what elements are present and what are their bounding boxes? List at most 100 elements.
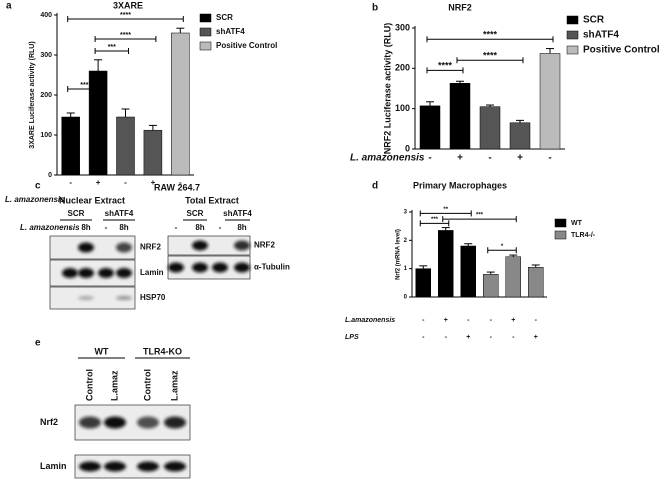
x-tick-label: - bbox=[490, 317, 493, 324]
lane-label: 8h bbox=[237, 223, 246, 232]
bar bbox=[116, 116, 135, 176]
band bbox=[116, 268, 132, 278]
legend-swatch bbox=[199, 13, 212, 23]
x-tick-label: - bbox=[535, 317, 538, 324]
legend-label: Positive Control bbox=[216, 41, 277, 50]
y-tick-label: 400 bbox=[40, 12, 52, 19]
x-tick-label: - bbox=[467, 317, 470, 324]
band-label: Nrf2 bbox=[40, 417, 58, 427]
lane-label: - bbox=[219, 223, 222, 232]
bar bbox=[449, 83, 471, 150]
y-tick-label: 300 bbox=[395, 22, 410, 32]
lane-label: 8h bbox=[81, 223, 90, 232]
y-tick-label: 3 bbox=[404, 210, 408, 216]
lane-label: Control bbox=[84, 369, 94, 401]
condition-label: shATF4 bbox=[223, 209, 252, 218]
significance-label: **** bbox=[483, 30, 498, 40]
significance-label: ** bbox=[443, 207, 448, 213]
band-label: Lamin bbox=[140, 268, 164, 277]
legend-swatch bbox=[566, 15, 579, 25]
significance-label: **** bbox=[483, 51, 498, 61]
blot-title: RAW 264.7 bbox=[154, 182, 200, 192]
x-tick-label: - bbox=[422, 317, 425, 324]
x-tick-label: + bbox=[457, 153, 463, 164]
y-tick-label: 200 bbox=[395, 63, 410, 73]
bar bbox=[61, 116, 80, 176]
bar bbox=[438, 230, 454, 298]
band-label: Lamin bbox=[40, 461, 67, 471]
band bbox=[104, 416, 126, 429]
band-label: NRF2 bbox=[254, 241, 275, 250]
bar bbox=[479, 106, 501, 150]
band bbox=[234, 262, 250, 273]
x-tick-label: + bbox=[466, 334, 470, 341]
x-tick-label: - bbox=[445, 334, 448, 341]
x-tick-label: - bbox=[512, 334, 515, 341]
significance-label: *** bbox=[80, 82, 88, 89]
legend-label: TLR4-/- bbox=[571, 232, 596, 239]
y-axis-label: 3XARE Luciferase activity (RLU) bbox=[29, 41, 36, 148]
panel-label: b bbox=[372, 3, 378, 14]
bar bbox=[419, 105, 441, 150]
band bbox=[164, 416, 186, 429]
y-tick-label: 200 bbox=[40, 92, 52, 99]
lane-label: L.amaz bbox=[109, 370, 119, 401]
blot-box bbox=[74, 454, 191, 479]
lane-label: 8h bbox=[119, 223, 128, 232]
band bbox=[79, 416, 101, 429]
y-axis-label: NRF2 Luciferase activity (RLU) bbox=[382, 23, 392, 155]
y-tick-label: 2 bbox=[404, 238, 408, 244]
band bbox=[164, 461, 186, 472]
band bbox=[137, 461, 159, 472]
band bbox=[168, 262, 184, 273]
legend-swatch bbox=[554, 218, 567, 228]
y-tick-label: 0 bbox=[48, 172, 52, 179]
bar bbox=[509, 122, 531, 150]
lane-label: - bbox=[175, 223, 178, 232]
condition-label: SCR bbox=[187, 209, 204, 218]
row-label: L. amazonensis bbox=[5, 195, 65, 204]
lane-label: - bbox=[69, 223, 72, 232]
legend-swatch bbox=[566, 30, 579, 40]
significance-label: *** bbox=[431, 217, 439, 223]
legend-swatch bbox=[199, 27, 212, 37]
panel-label: e bbox=[35, 338, 41, 349]
x-tick-label: - bbox=[124, 178, 127, 187]
band bbox=[137, 416, 159, 429]
chart-title: Primary Macrophages bbox=[413, 180, 507, 190]
panel-label: c bbox=[35, 181, 41, 192]
x-tick-label: + bbox=[444, 317, 448, 324]
significance-label: *** bbox=[476, 213, 484, 219]
band bbox=[98, 268, 114, 278]
x-tick-label: + bbox=[517, 153, 523, 164]
group-title: Total Extract bbox=[185, 195, 239, 205]
bar bbox=[528, 267, 544, 298]
significance-label: **** bbox=[120, 32, 131, 39]
legend-swatch bbox=[554, 230, 567, 240]
band bbox=[78, 296, 94, 300]
x-tick-label: - bbox=[422, 334, 425, 341]
legend-label: Positive Control bbox=[583, 45, 660, 56]
legend-swatch bbox=[566, 45, 579, 55]
treatment-label: L. amazonensis bbox=[20, 223, 80, 232]
legend-label: WT bbox=[571, 220, 583, 227]
band bbox=[192, 240, 208, 251]
band-label: α-Tubulin bbox=[254, 263, 290, 272]
y-tick-label: 1 bbox=[404, 266, 408, 272]
lane-label: 8h bbox=[195, 223, 204, 232]
y-tick-label: 100 bbox=[40, 132, 52, 139]
band-label: HSP70 bbox=[140, 293, 166, 302]
y-tick-label: 100 bbox=[395, 103, 410, 113]
significance-label: **** bbox=[120, 12, 131, 19]
condition-label: SCR bbox=[68, 209, 85, 218]
lane-label: - bbox=[105, 223, 108, 232]
band bbox=[116, 296, 132, 300]
x-tick-label: - bbox=[548, 153, 551, 164]
bar bbox=[88, 70, 108, 176]
legend-label: SCR bbox=[216, 13, 233, 22]
legend-label: shATF4 bbox=[216, 27, 245, 36]
y-axis-label: Nrf2 (mRNA level) bbox=[396, 229, 402, 280]
row-label: L.amazonensis bbox=[345, 317, 395, 324]
bar bbox=[539, 53, 561, 150]
